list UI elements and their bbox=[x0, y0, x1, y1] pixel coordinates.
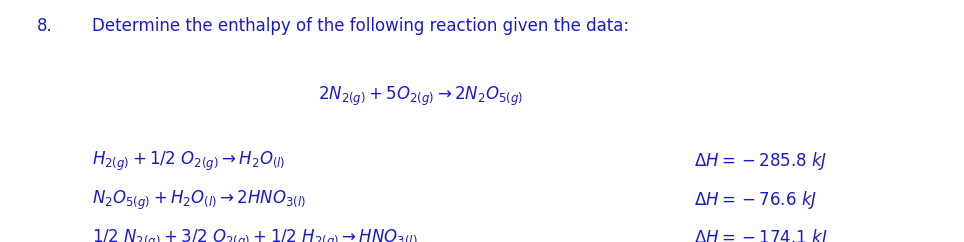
Text: $\Delta H = -285.8\ kJ$: $\Delta H = -285.8\ kJ$ bbox=[694, 150, 827, 172]
Text: $\Delta H = -76.6\ kJ$: $\Delta H = -76.6\ kJ$ bbox=[694, 189, 817, 211]
Text: 8.: 8. bbox=[37, 17, 52, 35]
Text: $1/2\ N_{2(g)} + 3/2\ O_{2(g)} + 1/2\ H_{2(g)} \rightarrow HNO_{3(l)}$: $1/2\ N_{2(g)} + 3/2\ O_{2(g)} + 1/2\ H_… bbox=[92, 227, 417, 242]
Text: $2N_{2(g)} + 5O_{2(g)} \rightarrow 2N_2O_{5(g)}$: $2N_{2(g)} + 5O_{2(g)} \rightarrow 2N_2O… bbox=[318, 85, 523, 108]
Text: Determine the enthalpy of the following reaction given the data:: Determine the enthalpy of the following … bbox=[92, 17, 629, 35]
Text: $\Delta H = -174.1\ kJ$: $\Delta H = -174.1\ kJ$ bbox=[694, 227, 828, 242]
Text: $H_{2(g)} + 1/2\ O_{2(g)} \rightarrow H_2O_{(l)}$: $H_{2(g)} + 1/2\ O_{2(g)} \rightarrow H_… bbox=[92, 150, 285, 173]
Text: $N_2O_{5(g)} + H_2O_{(l)} \rightarrow 2HNO_{3(l)}$: $N_2O_{5(g)} + H_2O_{(l)} \rightarrow 2H… bbox=[92, 189, 306, 212]
